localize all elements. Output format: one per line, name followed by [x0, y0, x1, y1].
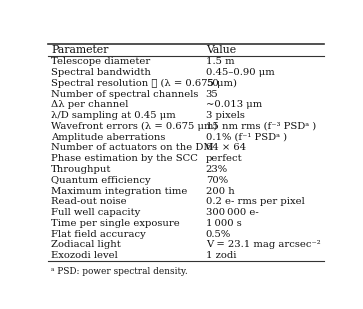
Text: Zodiacal light: Zodiacal light [51, 240, 121, 249]
Text: Phase estimation by the SCC: Phase estimation by the SCC [51, 154, 198, 163]
Text: 1 zodi: 1 zodi [206, 251, 236, 260]
Text: ~0.013 μm: ~0.013 μm [206, 100, 262, 109]
Text: perfect: perfect [206, 154, 242, 163]
Text: Read-out noise: Read-out noise [51, 197, 127, 206]
Text: Amplitude aberrations: Amplitude aberrations [51, 133, 166, 142]
Text: Value: Value [206, 45, 236, 55]
Text: 200 h: 200 h [206, 187, 234, 196]
Text: Spectral bandwidth: Spectral bandwidth [51, 68, 151, 77]
Text: Spectral resolution ℛ (λ = 0.675 μm): Spectral resolution ℛ (λ = 0.675 μm) [51, 79, 237, 88]
Text: 3 pixels: 3 pixels [206, 111, 245, 120]
Text: Number of actuators on the DM: Number of actuators on the DM [51, 143, 214, 152]
Text: 64 × 64: 64 × 64 [206, 143, 246, 152]
Text: 0.2 e- rms per pixel: 0.2 e- rms per pixel [206, 197, 305, 206]
Text: 15 nm rms (f⁻³ PSDᵃ ): 15 nm rms (f⁻³ PSDᵃ ) [206, 122, 316, 131]
Text: 70%: 70% [206, 176, 228, 185]
Text: 0.45–0.90 μm: 0.45–0.90 μm [206, 68, 274, 77]
Text: 0.1% (f⁻¹ PSDᵃ ): 0.1% (f⁻¹ PSDᵃ ) [206, 133, 287, 142]
Text: V = 23.1 mag arcsec⁻²: V = 23.1 mag arcsec⁻² [206, 240, 321, 249]
Text: Parameter: Parameter [51, 45, 109, 55]
Text: Full well capacity: Full well capacity [51, 208, 140, 217]
Text: 1 000 s: 1 000 s [206, 219, 241, 228]
Text: Telescope diameter: Telescope diameter [51, 57, 150, 66]
Text: Wavefront errors (λ = 0.675 μm): Wavefront errors (λ = 0.675 μm) [51, 122, 217, 131]
Text: 300 000 e-: 300 000 e- [206, 208, 258, 217]
Text: λ/D sampling at 0.45 μm: λ/D sampling at 0.45 μm [51, 111, 176, 120]
Text: 0.5%: 0.5% [206, 230, 231, 239]
Text: Exozodi level: Exozodi level [51, 251, 118, 260]
Text: 50: 50 [206, 79, 219, 88]
Text: ᵃ PSD: power spectral density.: ᵃ PSD: power spectral density. [51, 267, 188, 276]
Text: Δλ per channel: Δλ per channel [51, 100, 129, 109]
Text: Flat field accuracy: Flat field accuracy [51, 230, 146, 239]
Text: Maximum integration time: Maximum integration time [51, 187, 187, 196]
Text: Number of spectral channels: Number of spectral channels [51, 90, 198, 99]
Text: Quantum efficiency: Quantum efficiency [51, 176, 151, 185]
Text: 23%: 23% [206, 165, 228, 174]
Text: 35: 35 [206, 90, 219, 99]
Text: Throughput: Throughput [51, 165, 111, 174]
Text: 1.5 m: 1.5 m [206, 57, 234, 66]
Text: Time per single exposure: Time per single exposure [51, 219, 180, 228]
